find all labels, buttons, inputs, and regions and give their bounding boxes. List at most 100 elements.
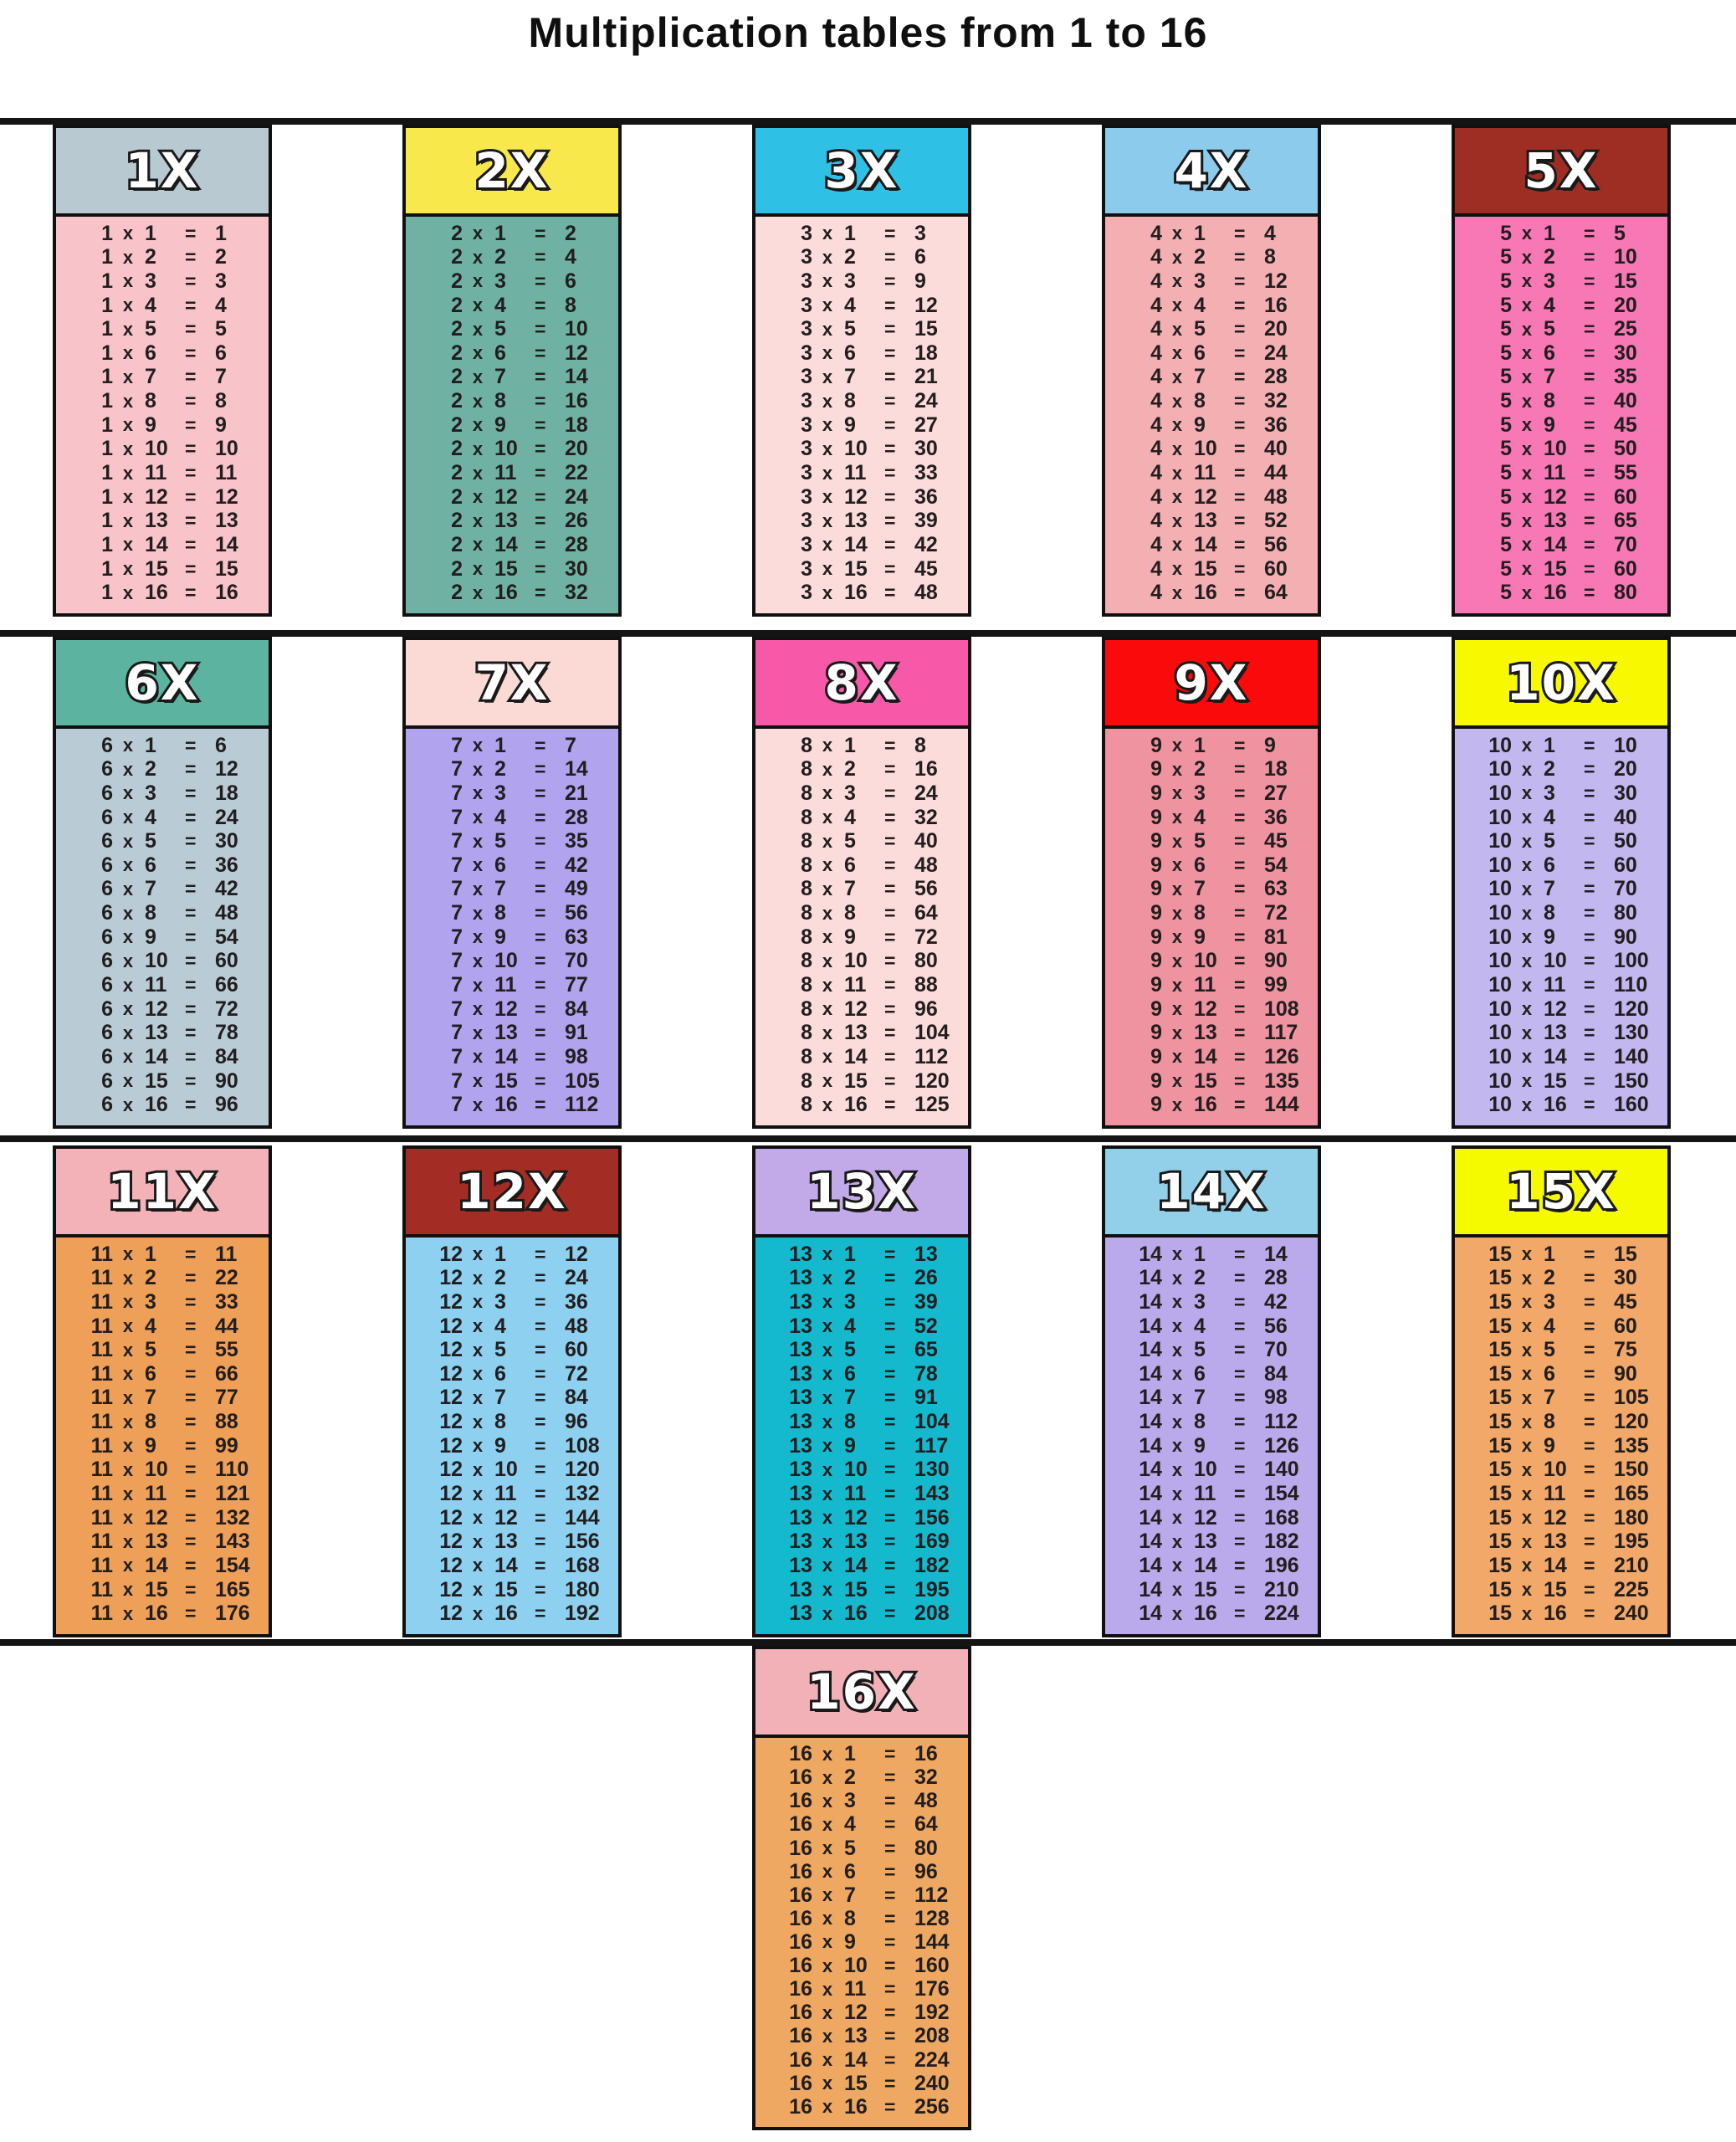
factor: 14 — [1139, 1289, 1162, 1314]
product: 10 — [215, 437, 238, 461]
multiply-sign: x — [822, 830, 833, 852]
factor: 11 — [90, 1361, 113, 1386]
factor: 6 — [101, 997, 113, 1021]
multiplication-row: 10 x 9 = 90 — [1475, 925, 1664, 949]
multiply-sign: x — [822, 1955, 833, 1976]
equals-sign: = — [1234, 1022, 1246, 1044]
multiplication-row: 12 x 9 = 108 — [426, 1435, 615, 1457]
multiplier: 15 — [145, 1577, 168, 1601]
equals-sign: = — [1234, 758, 1246, 781]
equals-sign: = — [185, 390, 197, 413]
multiplier: 12 — [494, 1505, 518, 1530]
equals-sign: = — [1584, 438, 1595, 460]
multiplication-row: 7 x 3 = 21 — [426, 782, 615, 804]
factor: 5 — [1500, 221, 1512, 245]
multiplier: 8 — [145, 901, 156, 925]
product: 63 — [1264, 877, 1288, 901]
multiply-sign: x — [1171, 1243, 1183, 1265]
multiply-sign: x — [472, 246, 484, 268]
product: 9 — [215, 413, 227, 437]
factor: 1 — [101, 365, 113, 389]
table-header-14x: 14X — [1105, 1149, 1318, 1238]
multiplier: 13 — [844, 1021, 868, 1045]
multiplier: 6 — [494, 341, 506, 365]
multiplication-row: 8 x 11 = 88 — [776, 975, 965, 996]
table-body-3x: 3 x 1 = 3 3 x 2 = 6 3 x 3 = 9 3 x 4 = 12 3 x 5 = 15 3 x 6 = 18 3 x 7 = 21 3… — [755, 217, 968, 613]
equals-sign: = — [884, 1530, 896, 1553]
product: 117 — [1264, 1021, 1298, 1045]
equals-sign: = — [884, 1267, 896, 1289]
multiplier: 8 — [494, 901, 506, 925]
multiply-sign: x — [822, 926, 833, 948]
product: 48 — [914, 853, 938, 877]
multiplication-row: 4 x 8 = 32 — [1125, 391, 1314, 412]
product: 256 — [914, 2094, 950, 2119]
table-body-15x: 15 x 1 = 15 15 x 2 = 30 15 x 3 = 45 15 x 4 = 60 15 x 5 = 75 15 x 6 =… — [1455, 1238, 1667, 1634]
multiply-sign: x — [1521, 342, 1533, 364]
multiply-sign: x — [472, 318, 484, 340]
multiplier: 3 — [844, 1289, 856, 1314]
multiply-sign: x — [822, 414, 833, 436]
multiply-sign: x — [472, 830, 484, 852]
multiplication-row: 14 x 10 = 140 — [1125, 1459, 1314, 1480]
multiply-sign: x — [122, 1070, 134, 1092]
multiplier: 11 — [145, 461, 167, 485]
multiplication-row: 4 x 16 = 64 — [1125, 582, 1314, 603]
equals-sign: = — [185, 510, 197, 532]
multiply-sign: x — [822, 270, 833, 292]
multiply-sign: x — [822, 1602, 833, 1624]
multiply-sign: x — [472, 926, 484, 948]
separator-line — [0, 118, 1736, 125]
equals-sign: = — [884, 341, 896, 364]
equals-sign: = — [535, 413, 546, 436]
factor: 4 — [1150, 581, 1162, 605]
multiplication-row: 9 x 13 = 117 — [1125, 1022, 1314, 1043]
factor: 11 — [90, 1577, 113, 1601]
multiplication-row: 13 x 2 = 26 — [776, 1268, 965, 1289]
multiply-sign: x — [1521, 1022, 1533, 1043]
multiplier: 14 — [844, 2047, 868, 2072]
factor: 14 — [1139, 1410, 1162, 1434]
table-header-label: 14X — [1154, 1161, 1267, 1222]
multiplier: 6 — [145, 341, 156, 365]
equals-sign: = — [884, 1554, 896, 1576]
multiplier: 14 — [1544, 1553, 1567, 1577]
multiply-sign: x — [1171, 510, 1183, 531]
multiply-sign: x — [122, 1435, 134, 1457]
multiplier: 10 — [145, 437, 168, 461]
multiplication-row: 13 x 4 = 52 — [776, 1315, 965, 1337]
table-header-label: 3X — [822, 140, 899, 202]
factor: 13 — [789, 1289, 812, 1314]
table-card-9x: 9X 9 x 1 = 9 9 x 2 = 18 9 x 3 = 27 9 x 4 = 36 9 x 5 = 45 9 x 6 = 54 9 x 7… — [1102, 637, 1321, 1129]
factor: 4 — [1150, 556, 1162, 581]
multiplier: 9 — [1194, 1433, 1206, 1458]
equals-sign: = — [185, 806, 197, 828]
multiply-sign: x — [1171, 1530, 1183, 1552]
multiply-sign: x — [472, 1530, 484, 1552]
product: 10 — [1614, 245, 1637, 269]
product: 54 — [215, 925, 238, 949]
multiplication-row: 12 x 15 = 180 — [426, 1579, 615, 1601]
factor: 10 — [1488, 949, 1512, 973]
product: 16 — [565, 389, 588, 413]
multiply-sign: x — [1521, 246, 1533, 268]
factor: 8 — [801, 949, 812, 973]
equals-sign: = — [884, 557, 896, 580]
product: 24 — [215, 805, 238, 829]
multiplication-row: 7 x 9 = 63 — [426, 926, 615, 948]
product: 44 — [215, 1314, 238, 1338]
product: 22 — [215, 1266, 238, 1290]
product: 11 — [215, 461, 238, 485]
multiplication-row: 10 x 14 = 140 — [1475, 1046, 1664, 1068]
product: 90 — [1614, 925, 1637, 949]
product: 50 — [1614, 829, 1637, 853]
product: 192 — [914, 2001, 950, 2025]
factor: 1 — [101, 581, 113, 605]
factor: 8 — [801, 757, 812, 781]
factor: 12 — [439, 1386, 463, 1410]
equals-sign: = — [884, 318, 896, 341]
multiply-sign: x — [122, 510, 134, 531]
multiplier: 10 — [1544, 949, 1567, 973]
multiply-sign: x — [822, 1435, 833, 1457]
multiplier: 8 — [844, 901, 856, 925]
